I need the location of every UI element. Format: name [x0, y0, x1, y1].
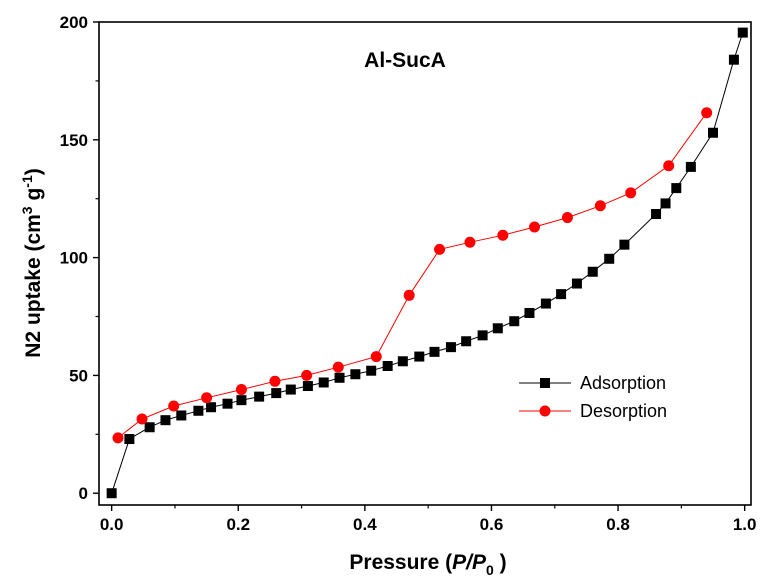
point-adsorption [222, 398, 233, 409]
point-desorption [136, 413, 148, 425]
y-axis-title-sup1: 3 [19, 206, 35, 214]
point-adsorption [619, 239, 630, 250]
point-adsorption [334, 372, 345, 383]
point-desorption [332, 361, 344, 373]
plot-frame [98, 21, 752, 506]
point-adsorption [160, 415, 171, 426]
point-adsorption [509, 316, 520, 327]
point-desorption [434, 243, 446, 255]
point-adsorption [254, 391, 265, 402]
point-adsorption [461, 336, 472, 347]
point-adsorption [429, 346, 440, 357]
point-desorption [235, 384, 247, 396]
point-desorption [269, 375, 281, 387]
point-adsorption [106, 488, 117, 499]
point-adsorption [685, 161, 696, 172]
point-adsorption [708, 127, 719, 138]
point-desorption [529, 221, 541, 233]
x-tick-label: 0.2 [226, 515, 250, 534]
x-axis-title-end: ) [494, 551, 507, 574]
y-tick-label: 0 [79, 484, 88, 503]
point-adsorption [144, 422, 155, 433]
point-desorption [403, 289, 415, 301]
point-adsorption [397, 356, 408, 367]
point-adsorption [604, 253, 615, 264]
x-tick-label: 0.8 [606, 515, 630, 534]
point-adsorption [414, 351, 425, 362]
point-adsorption [571, 278, 582, 289]
y-axis-title: N2 uptake (cm3 g-1) [19, 168, 45, 357]
point-desorption [464, 236, 476, 248]
y-tick-label: 50 [69, 366, 88, 385]
point-adsorption [651, 209, 662, 220]
y-tick-label: 200 [60, 13, 88, 32]
point-adsorption [660, 198, 671, 209]
point-desorption [663, 160, 675, 172]
point-adsorption [445, 342, 456, 353]
axis-ticks: 0.0 0.2 0.4 0.6 0.8 1.0 0 50 100 150 200 [60, 13, 757, 534]
point-adsorption [671, 183, 682, 194]
point-adsorption [206, 402, 217, 413]
point-adsorption [728, 54, 739, 65]
point-desorption [497, 229, 509, 241]
point-desorption [301, 369, 313, 381]
plot-marks [106, 27, 748, 499]
y-axis-title-main: N2 uptake (cm [22, 214, 45, 358]
point-adsorption [318, 377, 329, 388]
point-adsorption [556, 289, 567, 300]
x-axis-title-italic: P/P [452, 551, 487, 574]
point-adsorption [492, 323, 503, 334]
legend-marker-desorption [539, 405, 551, 417]
point-desorption [112, 432, 124, 444]
point-desorption [168, 400, 180, 412]
point-desorption [625, 187, 637, 199]
point-adsorption [193, 405, 204, 416]
x-axis-title: Pressure (P/P0 ) [349, 551, 506, 578]
series-line-adsorption [111, 32, 744, 494]
x-tick-label: 0.0 [100, 515, 124, 534]
point-adsorption [271, 388, 282, 399]
point-adsorption [366, 365, 377, 376]
point-adsorption [737, 27, 748, 38]
x-axis-title-sub: 0 [486, 562, 494, 578]
point-adsorption [540, 298, 551, 309]
x-axis-title-main: Pressure ( [349, 551, 452, 574]
point-adsorption [477, 330, 488, 341]
x-tick-label: 1.0 [733, 515, 757, 534]
point-desorption [370, 351, 382, 363]
y-tick-label: 100 [60, 249, 88, 268]
point-adsorption [236, 395, 247, 406]
x-tick-label: 0.6 [480, 515, 504, 534]
point-adsorption [382, 360, 393, 371]
point-adsorption [176, 410, 187, 421]
point-desorption [561, 212, 573, 224]
legend-label-desorption: Desorption [580, 401, 667, 421]
x-tick-label: 0.4 [353, 515, 377, 534]
legend-marker-adsorption [540, 378, 550, 388]
point-adsorption [350, 369, 361, 380]
legend: Adsorption Desorption [519, 373, 667, 421]
chart-annotation: Al-SucA [364, 49, 446, 72]
point-adsorption [124, 434, 135, 445]
point-adsorption [285, 384, 296, 395]
legend-label-adsorption: Adsorption [580, 373, 666, 393]
y-axis-title-mid: g [22, 188, 45, 207]
point-desorption [594, 200, 606, 212]
point-adsorption [302, 381, 313, 392]
y-axis-title-sup2: -1 [19, 175, 35, 188]
point-desorption [701, 107, 713, 119]
y-axis-title-end: ) [22, 168, 45, 175]
y-tick-label: 150 [60, 131, 88, 150]
point-desorption [201, 392, 213, 404]
point-adsorption [587, 266, 598, 277]
point-adsorption [524, 307, 535, 318]
